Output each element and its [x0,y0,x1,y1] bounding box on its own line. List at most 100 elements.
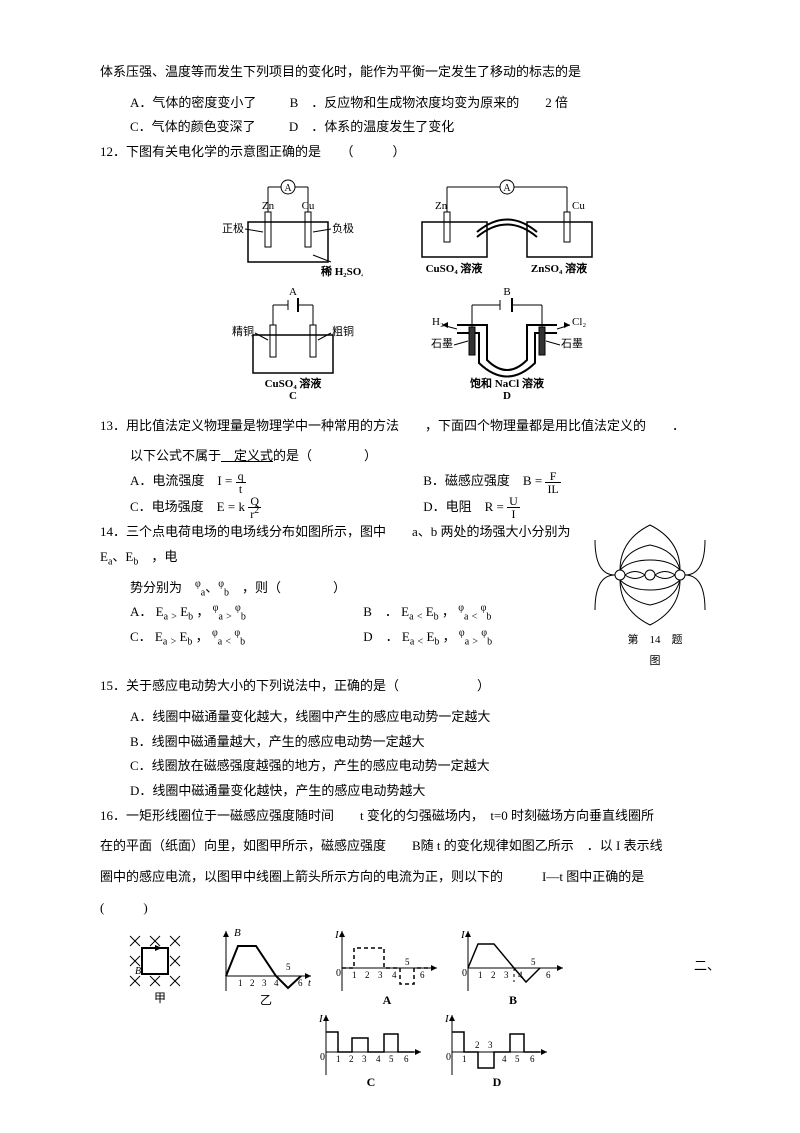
svg-text:2: 2 [250,978,255,988]
q11-opt-b: B ．反应物和生成物浓度均变为原来的 2 倍 [290,91,568,116]
svg-text:2: 2 [349,1054,354,1064]
q16-fig-a: I 123456 0 A [332,926,442,1006]
q13-stem2: 以下公式不属于 定义式的是（ ） [100,444,720,469]
q16-fig-c: I 123456 0 C [316,1010,426,1090]
q15-opt-b: B．线圈中磁通量越大，产生的感应电动势一定越大 [100,730,720,755]
svg-text:6: 6 [420,970,425,980]
q11-opt-c: C．气体的颜色变深了 [130,115,256,140]
q16-s2: 在的平面（纸面）向里，如图甲所示，磁感应强度 B随 t 的变化规律如图乙所示 ．… [100,834,720,859]
svg-text:3: 3 [488,1040,493,1050]
svg-text:3: 3 [378,970,383,980]
svg-text:石墨: 石墨 [431,337,453,350]
section-two-label: 二、 [694,954,720,979]
svg-text:精铜: 精铜 [232,324,254,338]
q13-stem2b: 的是（ ） [273,448,377,463]
svg-text:1: 1 [478,970,483,980]
svg-text:粗铜: 粗铜 [332,324,354,338]
svg-text:4: 4 [274,978,279,988]
svg-text:Cu: Cu [572,200,585,212]
svg-text:I: I [334,929,340,941]
q12-diagram-b: A Zn Cu CuSO₄ 溶液 ZnSO₄ 溶液 [407,177,607,277]
q14-caption2: 图 [590,651,720,672]
q13-opt-b: B．磁感应强度 B = FIL [423,469,561,495]
q16-fig-jia: B 甲 [120,926,200,1006]
svg-text:6: 6 [404,1054,409,1064]
svg-text:2: 2 [365,970,370,980]
svg-text:t: t [308,978,311,989]
svg-text:B: B [135,966,141,977]
svg-text:Cu: Cu [302,200,315,212]
q11-opt-a: A．气体的密度变小了 [130,91,256,116]
svg-text:3: 3 [504,970,509,980]
svg-text:饱和 NaCl 溶液: 饱和 NaCl 溶液 [470,376,545,390]
q15-stem: 15．关于感应电动势大小的下列说法中，正确的是（ ） [100,674,582,699]
svg-text:CuSO₄ 溶液: CuSO₄ 溶液 [425,261,483,275]
q12-stem: 12．下图有关电化学的示意图正确的是 （ ） [100,140,720,165]
q14-figure: 第 14 题 图 [590,520,720,672]
q12-diagram-d: B H₂ Cl₂ 石墨 石墨 饱和 NaCl 溶液 D [412,285,602,400]
q16-fig-yi: B t 123456 乙 [216,926,316,1006]
svg-text:4: 4 [376,1054,381,1064]
q16-s3: 圈中的感应电流，以图甲中线圈上箭头所示方向的电流为正，则以下的 I—t 图中正确… [100,865,720,890]
svg-text:1: 1 [238,978,243,988]
svg-text:4: 4 [518,970,523,980]
q16-fig-b: I 123456 0 B [458,926,568,1006]
q13-opt-c: C．电场强度 E = k Qr2 [130,495,390,521]
svg-text:I: I [444,1013,450,1025]
svg-text:6: 6 [546,970,551,980]
svg-text:6: 6 [530,1054,535,1064]
svg-text:B: B [503,286,510,298]
svg-text:乙: 乙 [260,993,272,1006]
q13-row2: C．电场强度 E = k Qr2 D．电阻 R = UI [100,495,720,521]
svg-text:0: 0 [462,968,467,979]
svg-text:0: 0 [446,1052,451,1063]
q14-opts-row1: A． Ea > Eb ， φa > φb B ． Ea < Eb ， φa < … [100,600,582,625]
svg-text:5: 5 [286,962,291,972]
svg-text:A: A [289,286,297,298]
svg-text:3: 3 [262,978,267,988]
q12-diagram-a: A Zn Cu 正极 负极 稀 H₂SO₄ [213,177,363,277]
svg-text:石墨: 石墨 [561,337,583,350]
svg-text:0: 0 [336,968,341,979]
q16-s4: ( ) [100,896,720,921]
svg-text:Zn: Zn [435,200,448,212]
q11-options: A．气体的密度变小了 B ．反应物和生成物浓度均变为原来的 2 倍 C．气体的颜… [100,91,720,140]
svg-text:3: 3 [362,1054,367,1064]
svg-text:D: D [493,1075,502,1089]
svg-text:正极: 正极 [222,221,244,235]
q14-opt-d: D ． Ea < Eb ， φa > φb [363,625,492,650]
svg-text:A: A [503,183,511,194]
svg-text:2: 2 [475,1040,480,1050]
q14-opts-row2: C． Ea > Eb ， φa < φb D ． Ea < Eb ， φa > … [100,625,582,650]
svg-text:5: 5 [405,957,410,967]
q16-s1: 16．一矩形线圈位于一磁感应强度随时间 t 变化的匀强磁场内， t=0 时刻磁场… [100,804,720,829]
q15-opt-c: C．线圈放在磁感强度越强的地方，产生的感应电动势一定越大 [100,754,720,779]
svg-text:A: A [285,183,293,194]
q13-row1: A．电流强度 I = qt B．磁感应强度 B = FIL [100,469,720,495]
q12-diagrams: A Zn Cu 正极 负极 稀 H₂SO₄ A [100,173,720,404]
q15-opt-a: A．线圈中磁通量变化越大，线圈中产生的感应电动势一定越大 [100,705,720,730]
svg-text:5: 5 [389,1054,394,1064]
q14-stem1: 14．三个点电荷电场的电场线分布如图所示，图中 a、b 两处的场强大小分别为 E… [100,520,582,569]
svg-text:C: C [367,1075,376,1089]
q12-diagram-c: A 精铜 粗铜 CuSO₄ 溶液 C [218,285,368,400]
q13-stem2a: 以下公式不属于 [130,448,221,463]
svg-text:0: 0 [320,1052,325,1063]
q14-opt-b: B ． Ea < Eb ， φa < φb [363,600,491,625]
q14-caption1: 第 14 题 [590,630,720,651]
q14-opt-c: C． Ea > Eb ， φa < φb [130,625,330,650]
q14-opt-a: A． Ea > Eb ， φa > φb [130,600,330,625]
q14-block: 14．三个点电荷电场的电场线分布如图所示，图中 a、b 两处的场强大小分别为 E… [100,520,720,705]
svg-text:D: D [503,390,511,400]
svg-text:1: 1 [352,970,357,980]
svg-text:C: C [289,390,297,400]
svg-text:4: 4 [392,970,397,980]
svg-text:5: 5 [515,1054,520,1064]
svg-text:2: 2 [491,970,496,980]
svg-text:ZnSO₄ 溶液: ZnSO₄ 溶液 [531,261,588,275]
q14-stem2: 势分别为 φa、φb ，则（ ） [100,576,582,601]
q11-stem: 体系压强、温度等而发生下列项目的变化时，能作为平衡一定发生了移动的标志的是 [100,60,720,85]
svg-text:I: I [460,929,466,941]
q16-fig-d: I 123456 0 D [442,1010,552,1090]
svg-text:甲: 甲 [154,991,166,1005]
